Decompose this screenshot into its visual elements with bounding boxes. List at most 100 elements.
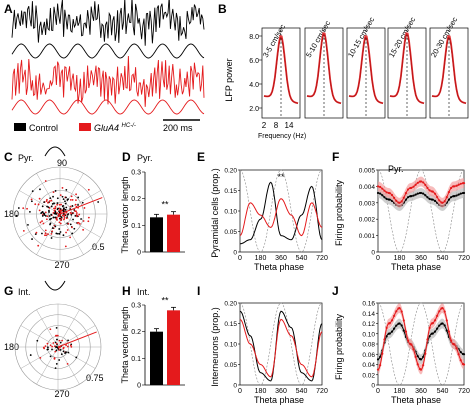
g-cell-dot [62, 350, 65, 353]
g-cell-dot [70, 345, 73, 348]
h-ytick-label: 0.1 [131, 356, 141, 363]
i-xtick-label: 540 [296, 388, 308, 395]
c-cell-dot [74, 214, 77, 217]
g-cell-dot [55, 342, 58, 345]
j-xtick-label: 360 [415, 388, 427, 395]
c-cell-dot [77, 204, 79, 206]
panel-label-c: C [4, 150, 13, 164]
c-cell-dot [37, 203, 40, 206]
j-ytick-label: 0.02 [362, 372, 375, 379]
c-cell-dot [30, 198, 33, 201]
g-cell-dot [46, 348, 49, 351]
g-cell-dot [54, 350, 57, 353]
h-ylabel: Theta vector length [120, 306, 130, 383]
g-cell-dot [46, 342, 49, 345]
g-cell-dot [55, 349, 58, 352]
c-cell-dot [69, 223, 72, 226]
e-theta-reference [239, 169, 323, 253]
c-cell-dot [64, 245, 67, 248]
i-ytick-label: 0.05 [224, 362, 237, 369]
c-cell-dot [58, 221, 61, 224]
d-bar-chart: 0 0.1 0.2 0.3 ** [131, 170, 185, 257]
mutant-lfp-trace [11, 55, 205, 107]
j-xtick-label: 180 [394, 388, 406, 395]
c-cell-dot [65, 231, 67, 234]
legend-mutant-sup: HC-/- [122, 123, 136, 129]
panel-label-j: J [332, 284, 339, 298]
c-cell-dot [54, 190, 57, 192]
b-speed-bin-label: 10-15 cm/sec [346, 15, 376, 59]
g-cell-dot [51, 345, 54, 348]
j-ytick-label: 0.14 [362, 311, 375, 318]
panel-label-a: A [4, 2, 13, 16]
g-cell-dot [67, 351, 70, 354]
c-cell-dot [50, 237, 53, 239]
c-cell-dot [26, 207, 28, 210]
h-celltype: Int. [137, 287, 150, 297]
f-xtick-label: 180 [394, 255, 406, 262]
c-cell-dot [48, 215, 51, 217]
c-cell-dot [44, 229, 47, 232]
c-cell-dot [60, 217, 63, 220]
c-angle-180: 180 [4, 209, 19, 219]
i-ytick-label: 0.15 [224, 321, 237, 328]
e-xtick-label: 180 [255, 255, 267, 262]
c-cell-dot [43, 201, 46, 204]
g-cell-dot [49, 344, 52, 347]
c-cell-dot [15, 214, 18, 217]
c-cell-dot [39, 221, 42, 224]
c-cell-dot [64, 202, 67, 205]
d-ylabel: Theta vector length [120, 176, 130, 253]
g-cell-dot [55, 334, 57, 337]
b-xtick-0: 2 [262, 121, 267, 130]
h-significance: ** [161, 295, 169, 305]
c-cell-dot [58, 209, 61, 212]
c-cell-dot [64, 200, 66, 203]
i-ylabel: Interneurons (prop.) [210, 307, 220, 387]
c-cell-dot [49, 218, 51, 221]
panel-label-e: E [197, 150, 205, 164]
j-ytick-label: 0.08 [362, 342, 375, 349]
g-cell-dot [64, 352, 66, 354]
c-cell-dot [60, 203, 62, 206]
c-cell-dot [52, 195, 54, 198]
c-cell-dot [74, 210, 76, 213]
g-spoke [20, 346, 59, 369]
c-cell-dot [76, 222, 79, 224]
i-line-chart: 0 0.05 0.10 0.15 0.20 0 180 360 540 720 [224, 301, 328, 396]
g-cell-dot [55, 362, 58, 365]
g-cell-dot [59, 348, 62, 351]
c-cell-dot [52, 211, 55, 214]
scalebar-label: 200 ms [163, 123, 193, 133]
legend-a: Control GluA4 HC-/- 200 ms [14, 119, 200, 133]
legend-control-label: Control [29, 123, 58, 133]
b-xlabel: Frequency (Hz) [258, 133, 306, 140]
c-cell-dot [29, 210, 31, 213]
g-cell-dot [58, 339, 61, 342]
b-yticks: 2.0 4.0 6.0 8.0 [249, 34, 259, 113]
h-bar-1 [167, 310, 180, 385]
c-cell-dot [46, 205, 48, 208]
g-spoke [36, 309, 59, 348]
c-cell-dot [97, 201, 100, 203]
i-ytick-label: 0.20 [224, 301, 237, 308]
c-cell-dot [54, 207, 57, 210]
c-cell-dot [41, 205, 44, 208]
b-speed-bin-label: 15-20 cm/sec [387, 15, 417, 59]
e-ytick-label: 0.20 [224, 168, 237, 175]
g-cell-dot [56, 338, 58, 341]
g-polar-plot [14, 303, 102, 391]
b-subplot-frame [429, 27, 469, 119]
c-cell-dot [62, 204, 64, 207]
d-bar-1 [167, 214, 180, 252]
b-xtick-1: 8 [274, 121, 279, 130]
c-cell-dot [37, 244, 40, 247]
f-xlabel: Theta phase [391, 262, 441, 272]
c-spoke [59, 173, 84, 215]
f-ylabel: Firing probability [334, 179, 344, 246]
e-ylabel: Pyramidal cells (prop.) [210, 168, 220, 258]
b-spectrum-mutant [306, 32, 342, 105]
c-cell-dot [63, 218, 65, 221]
c-cell-dot [46, 233, 49, 236]
c-cell-dot [78, 213, 81, 216]
